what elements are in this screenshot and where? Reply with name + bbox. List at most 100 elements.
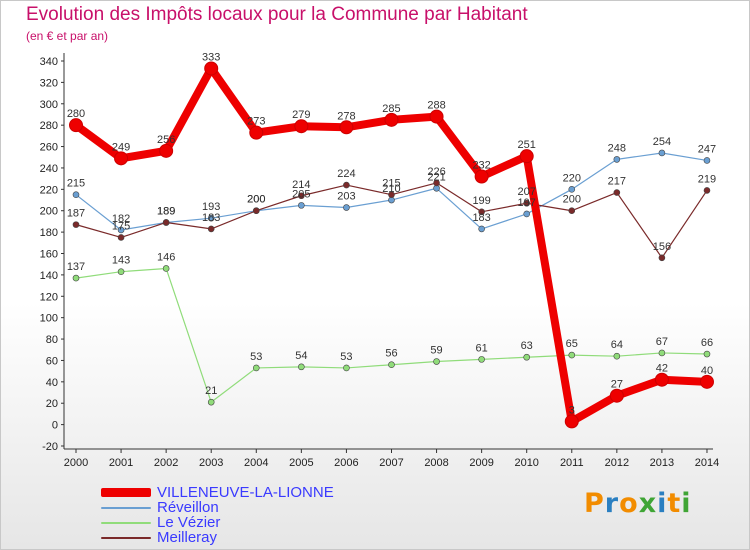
- legend-label: Réveillon: [157, 499, 219, 516]
- data-label: 183: [202, 212, 220, 224]
- legend-label: Meilleray: [157, 529, 218, 546]
- data-label: 285: [382, 103, 400, 115]
- data-point: [478, 208, 485, 216]
- y-tick-label: 340: [40, 56, 58, 68]
- data-point: [72, 221, 80, 228]
- data-point: [699, 374, 714, 389]
- data-label: 156: [653, 241, 671, 253]
- x-tick-label: 2004: [244, 457, 268, 469]
- legend-item: VILLENEUVE-LA-LIONNE: [101, 485, 334, 500]
- y-tick-label: -20: [42, 441, 58, 453]
- data-label: 219: [698, 173, 716, 185]
- data-point: [703, 157, 711, 164]
- data-point: [433, 358, 440, 365]
- data-label: 200: [247, 194, 265, 206]
- data-label: 203: [337, 191, 355, 203]
- data-label: 63: [521, 340, 533, 352]
- data-label: 197: [518, 197, 536, 209]
- data-point: [343, 181, 350, 189]
- data-point: [249, 125, 264, 140]
- x-tick-label: 2005: [289, 457, 313, 469]
- data-label: 64: [611, 339, 623, 351]
- y-tick-label: 80: [46, 334, 58, 346]
- data-label: 251: [518, 139, 536, 151]
- data-label: 273: [247, 116, 265, 128]
- data-point: [568, 186, 576, 193]
- data-label: 67: [656, 336, 668, 348]
- y-tick-label: 100: [40, 313, 58, 325]
- logo-letter: i: [657, 488, 668, 519]
- data-label: 215: [382, 178, 400, 190]
- y-tick-label: 120: [40, 291, 58, 303]
- data-point: [204, 61, 219, 76]
- logo-letter: P: [584, 488, 605, 519]
- data-label: 53: [340, 351, 352, 363]
- data-point: [703, 350, 711, 358]
- logo-letter: o: [619, 488, 639, 519]
- data-label: 249: [112, 141, 130, 153]
- y-tick-label: 260: [40, 142, 58, 154]
- data-point: [159, 143, 174, 158]
- logo-letter: i: [681, 488, 692, 519]
- data-point: [523, 199, 531, 207]
- logo-letter: r: [604, 488, 620, 519]
- data-point: [252, 207, 260, 215]
- data-label: 65: [566, 338, 578, 350]
- data-point: [613, 189, 621, 196]
- data-point: [343, 364, 350, 372]
- data-point: [658, 349, 666, 357]
- x-tick-label: 2014: [695, 457, 719, 469]
- data-point: [72, 274, 80, 282]
- data-label: 182: [112, 213, 130, 225]
- chart-legend: VILLENEUVE-LA-LIONNE Réveillon Le Vézier Me…: [101, 485, 334, 545]
- data-label: 200: [247, 194, 265, 206]
- data-label: 56: [385, 348, 397, 360]
- data-point: [298, 192, 305, 200]
- data-point: [117, 226, 125, 234]
- x-tick-label: 2010: [514, 457, 538, 469]
- data-label: 3: [569, 404, 575, 416]
- legend-swatch: [101, 536, 151, 539]
- data-label: 183: [472, 212, 490, 224]
- data-point: [69, 118, 83, 133]
- y-tick-label: 20: [46, 398, 58, 410]
- data-point: [523, 353, 531, 361]
- legend-label: VILLENEUVE-LA-LIONNE: [157, 484, 334, 501]
- data-label: 217: [608, 176, 626, 188]
- x-tick-label: 2012: [605, 457, 629, 469]
- y-tick-label: 60: [46, 355, 58, 367]
- data-label: 224: [337, 168, 355, 180]
- data-point: [252, 364, 260, 372]
- data-label: 207: [518, 186, 536, 198]
- data-point: [207, 214, 215, 222]
- data-point: [568, 351, 576, 359]
- legend-item: Réveillon: [101, 500, 334, 515]
- data-label: 187: [67, 208, 85, 220]
- data-label: 220: [563, 172, 581, 184]
- x-tick-label: 2006: [334, 457, 358, 469]
- data-label: 137: [67, 261, 85, 273]
- x-tick-label: 2007: [379, 457, 403, 469]
- data-label: 27: [611, 379, 623, 391]
- legend-item: Meilleray: [101, 530, 334, 545]
- y-tick-label: 280: [40, 120, 58, 132]
- data-label: 200: [563, 194, 581, 206]
- data-label: 21: [205, 385, 217, 397]
- x-tick-label: 2008: [424, 457, 448, 469]
- data-label: 280: [67, 108, 85, 120]
- data-point: [207, 398, 215, 406]
- data-label: 199: [472, 195, 490, 207]
- legend-swatch: [101, 521, 151, 524]
- data-point: [654, 372, 669, 387]
- data-label: 189: [157, 205, 175, 217]
- x-tick-label: 2003: [199, 457, 223, 469]
- y-tick-label: 160: [40, 249, 58, 261]
- legend-label: Le Vézier: [157, 514, 221, 531]
- y-tick-label: 320: [40, 77, 58, 89]
- data-label: 232: [472, 160, 490, 172]
- data-point: [658, 149, 666, 157]
- data-point: [162, 265, 170, 272]
- data-label: 40: [701, 365, 713, 377]
